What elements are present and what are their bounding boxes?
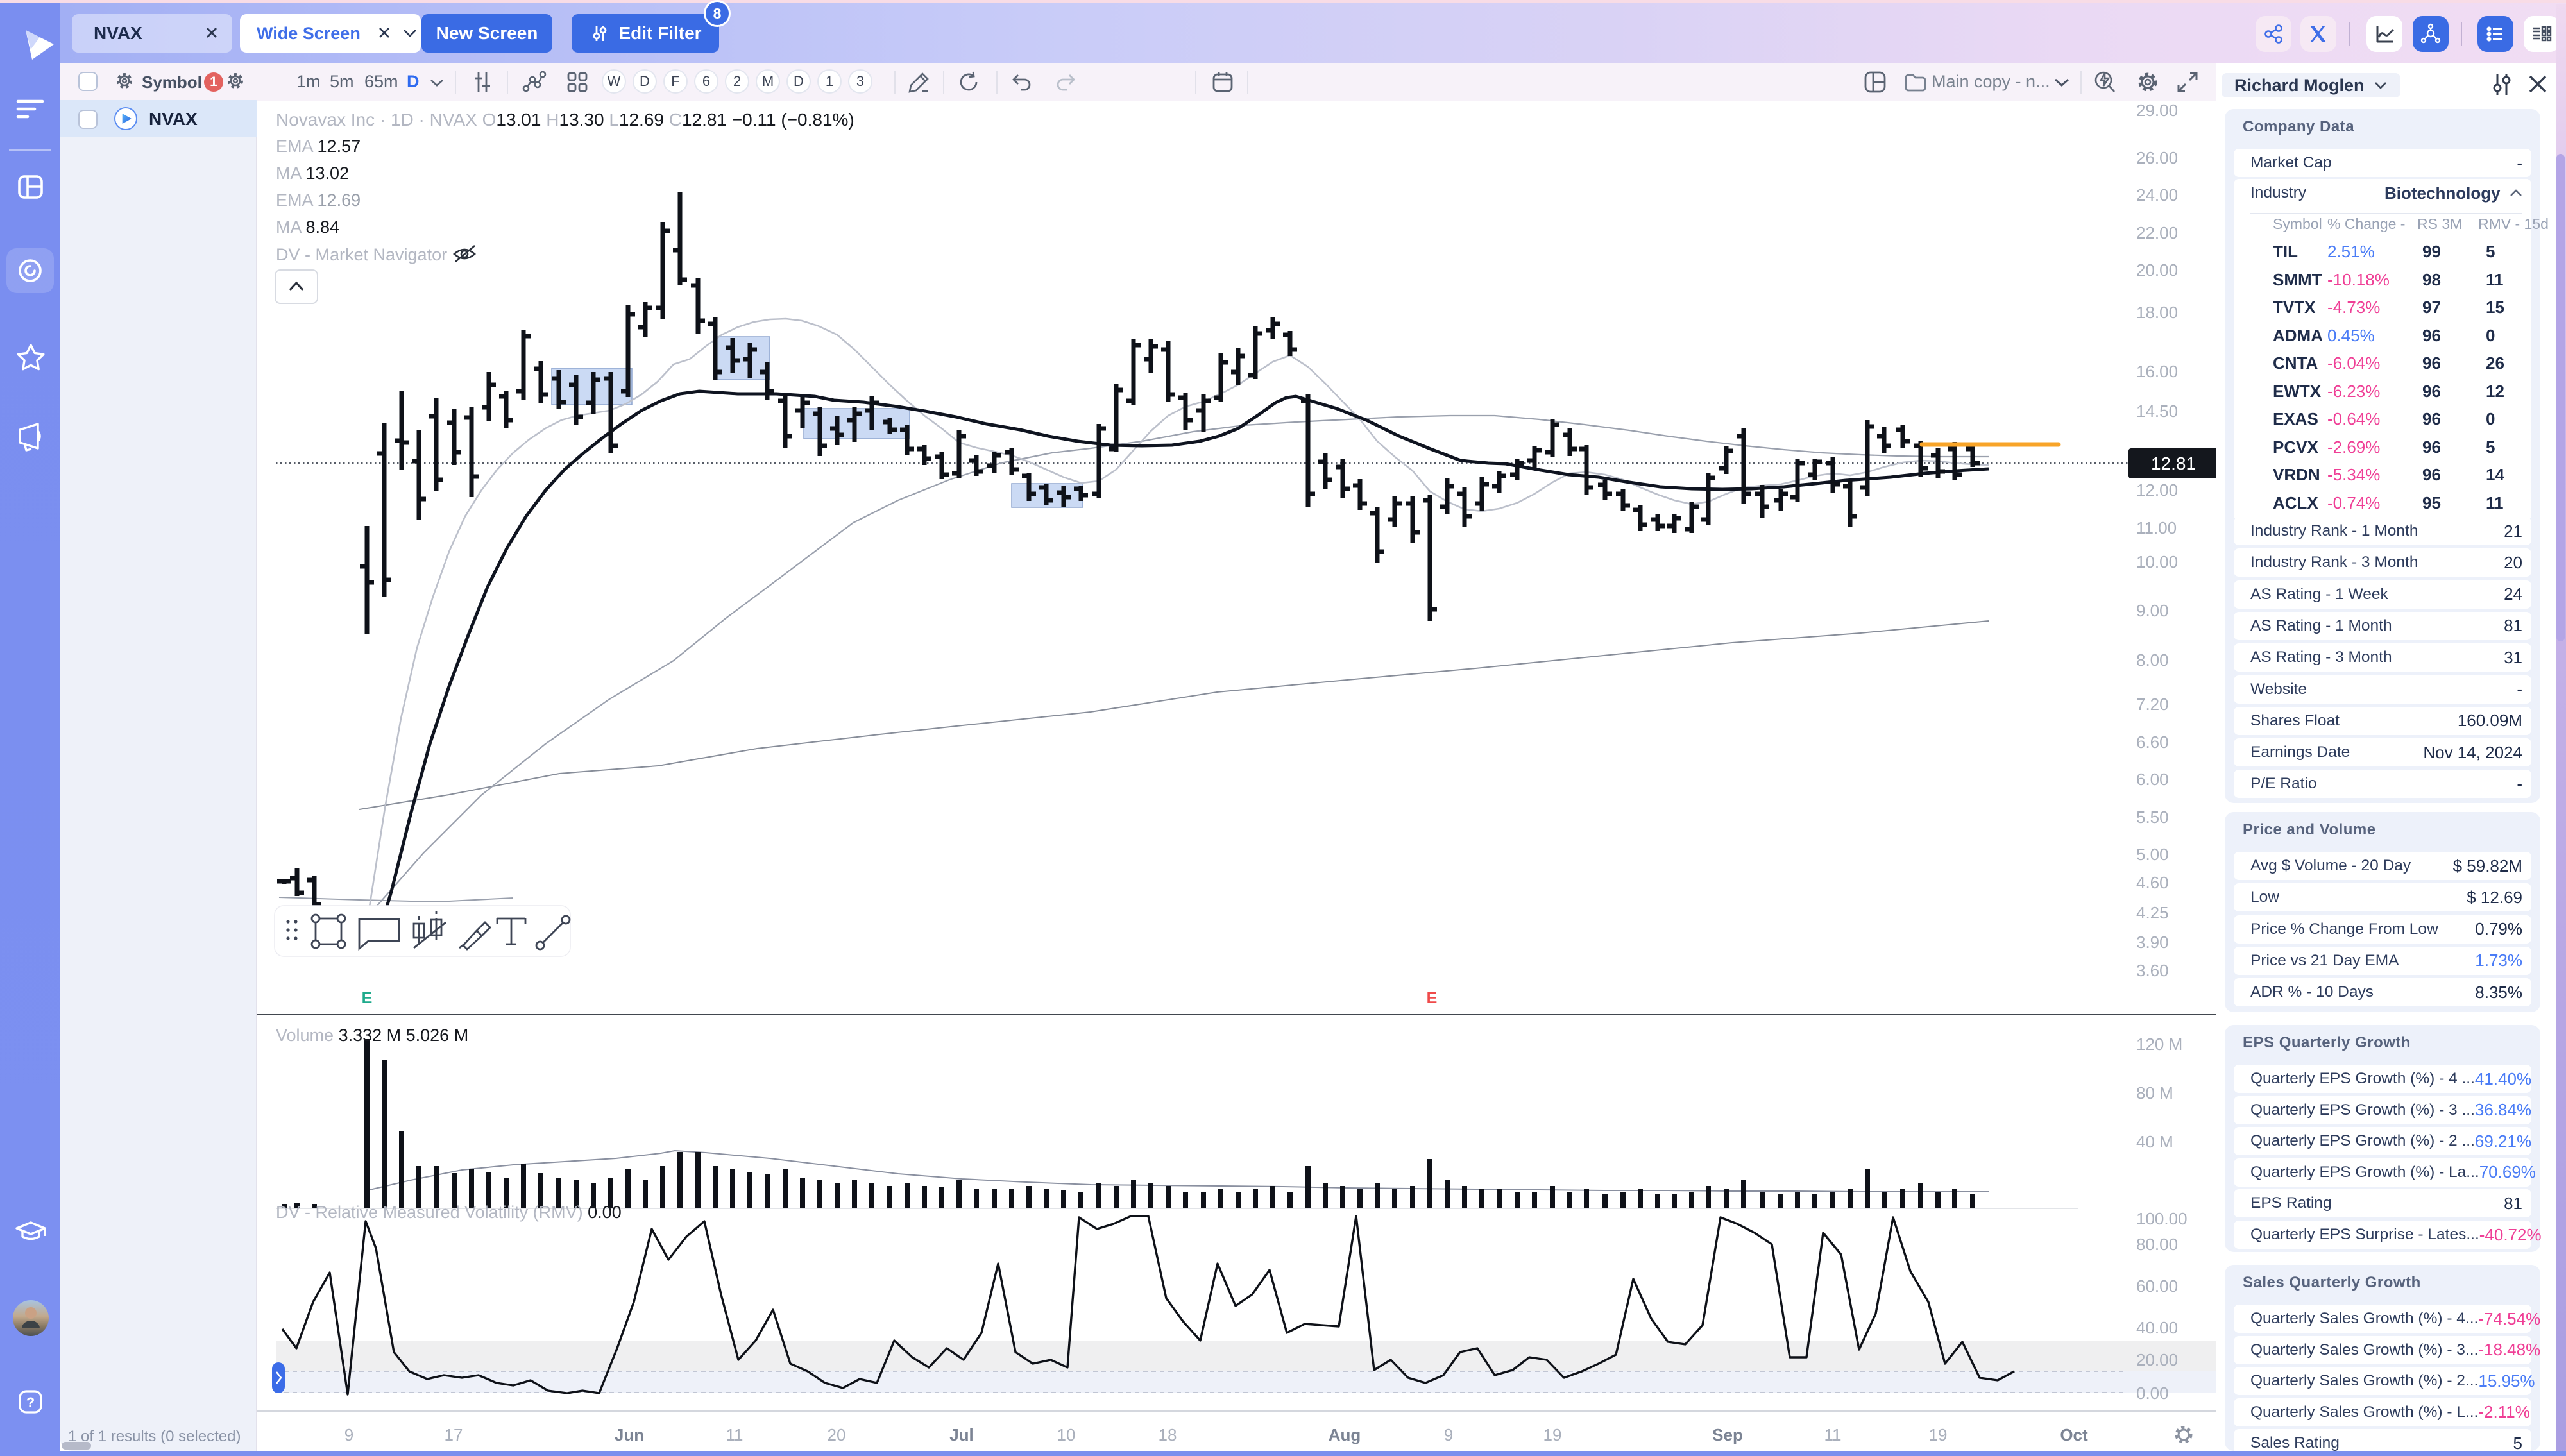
svg-text:19: 19 xyxy=(1929,1425,1948,1444)
svg-text:14.50: 14.50 xyxy=(2136,402,2178,421)
svg-text:5.00: 5.00 xyxy=(2136,845,2169,864)
svg-text:20.00: 20.00 xyxy=(2136,1350,2178,1369)
svg-text:6.00: 6.00 xyxy=(2136,770,2169,789)
svg-text:18.00: 18.00 xyxy=(2136,303,2178,322)
svg-text:?: ? xyxy=(26,1394,35,1410)
svg-text:5.50: 5.50 xyxy=(2136,808,2169,827)
svg-text:9: 9 xyxy=(1444,1425,1453,1444)
svg-text:11: 11 xyxy=(1824,1425,1842,1444)
svg-text:E: E xyxy=(362,989,373,1007)
svg-text:11: 11 xyxy=(726,1425,743,1444)
svg-text:40 M: 40 M xyxy=(2136,1132,2173,1151)
svg-text:4.25: 4.25 xyxy=(2136,903,2169,922)
svg-text:7.20: 7.20 xyxy=(2136,695,2169,714)
svg-text:18: 18 xyxy=(1159,1425,1177,1444)
svg-text:3.60: 3.60 xyxy=(2136,961,2169,980)
svg-text:Volume 3.332 M 5.026 M: Volume 3.332 M 5.026 M xyxy=(276,1026,468,1045)
svg-text:4.60: 4.60 xyxy=(2136,873,2169,892)
svg-text:Novavax Inc · 1D · NVAX O13.01: Novavax Inc · 1D · NVAX O13.01 H13.30 L1… xyxy=(276,110,854,130)
svg-text:Jun: Jun xyxy=(615,1425,644,1444)
svg-text:Jul: Jul xyxy=(949,1425,974,1444)
svg-text:20: 20 xyxy=(828,1425,846,1444)
svg-text:80 M: 80 M xyxy=(2136,1083,2173,1103)
svg-text:20.00: 20.00 xyxy=(2136,260,2178,280)
svg-text:10: 10 xyxy=(1057,1425,1076,1444)
svg-text:MA 13.02: MA 13.02 xyxy=(276,164,349,183)
svg-text:22.00: 22.00 xyxy=(2136,223,2178,242)
svg-text:60.00: 60.00 xyxy=(2136,1276,2178,1296)
svg-text:E: E xyxy=(1427,989,1438,1007)
svg-text:100.00: 100.00 xyxy=(2136,1209,2188,1228)
svg-text:EMA 12.57: EMA 12.57 xyxy=(276,137,361,156)
svg-text:EMA 12.69: EMA 12.69 xyxy=(276,190,361,210)
svg-text:29.00: 29.00 xyxy=(2136,101,2178,120)
svg-text:10.00: 10.00 xyxy=(2136,552,2178,571)
svg-text:16.00: 16.00 xyxy=(2136,362,2178,381)
svg-text:Aug: Aug xyxy=(1329,1425,1361,1444)
svg-text:80.00: 80.00 xyxy=(2136,1235,2178,1254)
svg-text:12.00: 12.00 xyxy=(2136,480,2178,500)
svg-text:9.00: 9.00 xyxy=(2136,601,2169,620)
svg-text:0.00: 0.00 xyxy=(2136,1384,2169,1403)
svg-text:9: 9 xyxy=(344,1425,353,1444)
svg-text:19: 19 xyxy=(1543,1425,1562,1444)
svg-text:3.90: 3.90 xyxy=(2136,933,2169,952)
svg-text:Sep: Sep xyxy=(1712,1425,1743,1444)
svg-text:DV - Relative Measured Volatil: DV - Relative Measured Volatility (RMV) … xyxy=(276,1203,622,1222)
svg-text:8.00: 8.00 xyxy=(2136,650,2169,670)
svg-text:DV - Market Navigator: DV - Market Navigator xyxy=(276,245,447,264)
svg-text:26.00: 26.00 xyxy=(2136,148,2178,167)
svg-text:17: 17 xyxy=(445,1425,463,1444)
svg-text:Oct: Oct xyxy=(2060,1425,2088,1444)
svg-text:12.81: 12.81 xyxy=(2151,453,2196,473)
svg-text:11.00: 11.00 xyxy=(2136,518,2177,538)
svg-text:120 M: 120 M xyxy=(2136,1035,2182,1054)
svg-text:40.00: 40.00 xyxy=(2136,1318,2178,1337)
svg-text:MA 8.84: MA 8.84 xyxy=(276,217,339,237)
svg-text:24.00: 24.00 xyxy=(2136,185,2178,205)
svg-text:6.60: 6.60 xyxy=(2136,732,2169,752)
